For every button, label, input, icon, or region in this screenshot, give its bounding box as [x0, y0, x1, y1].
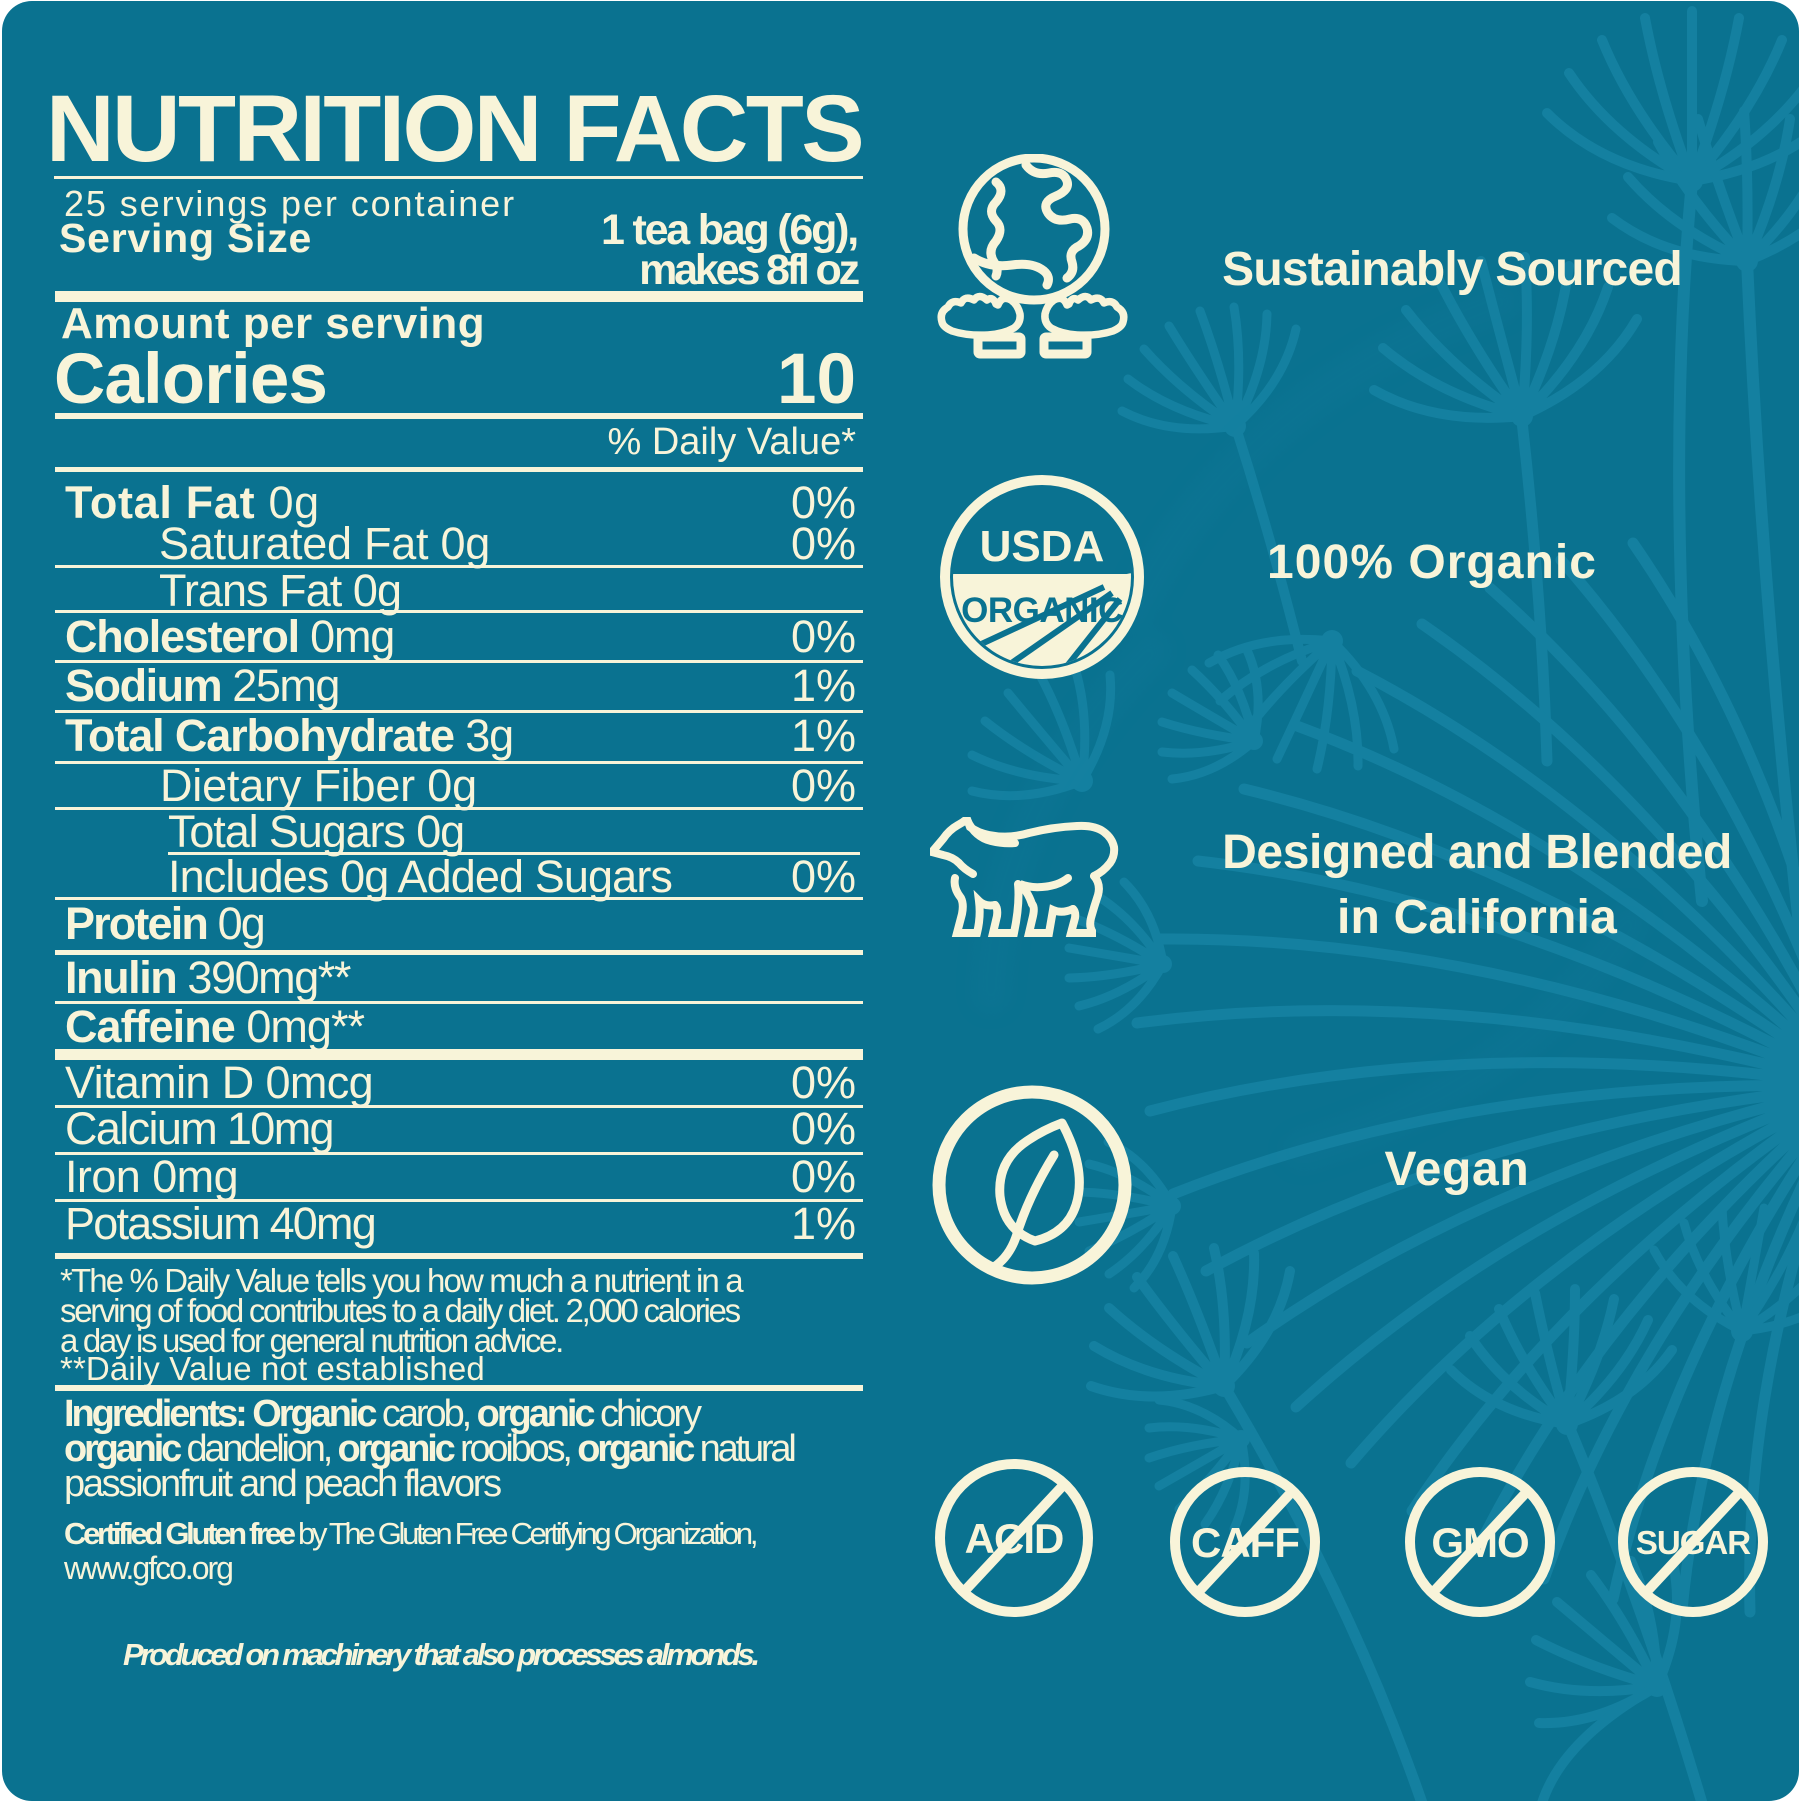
- svg-text:SUGAR: SUGAR: [1636, 1524, 1751, 1561]
- svg-text:ORGANIC: ORGANIC: [961, 591, 1123, 630]
- svg-text:CAFF: CAFF: [1191, 1519, 1299, 1566]
- svg-text:GMO: GMO: [1431, 1519, 1528, 1566]
- svg-text:ACID: ACID: [965, 1515, 1064, 1562]
- svg-text:USDA: USDA: [980, 522, 1105, 571]
